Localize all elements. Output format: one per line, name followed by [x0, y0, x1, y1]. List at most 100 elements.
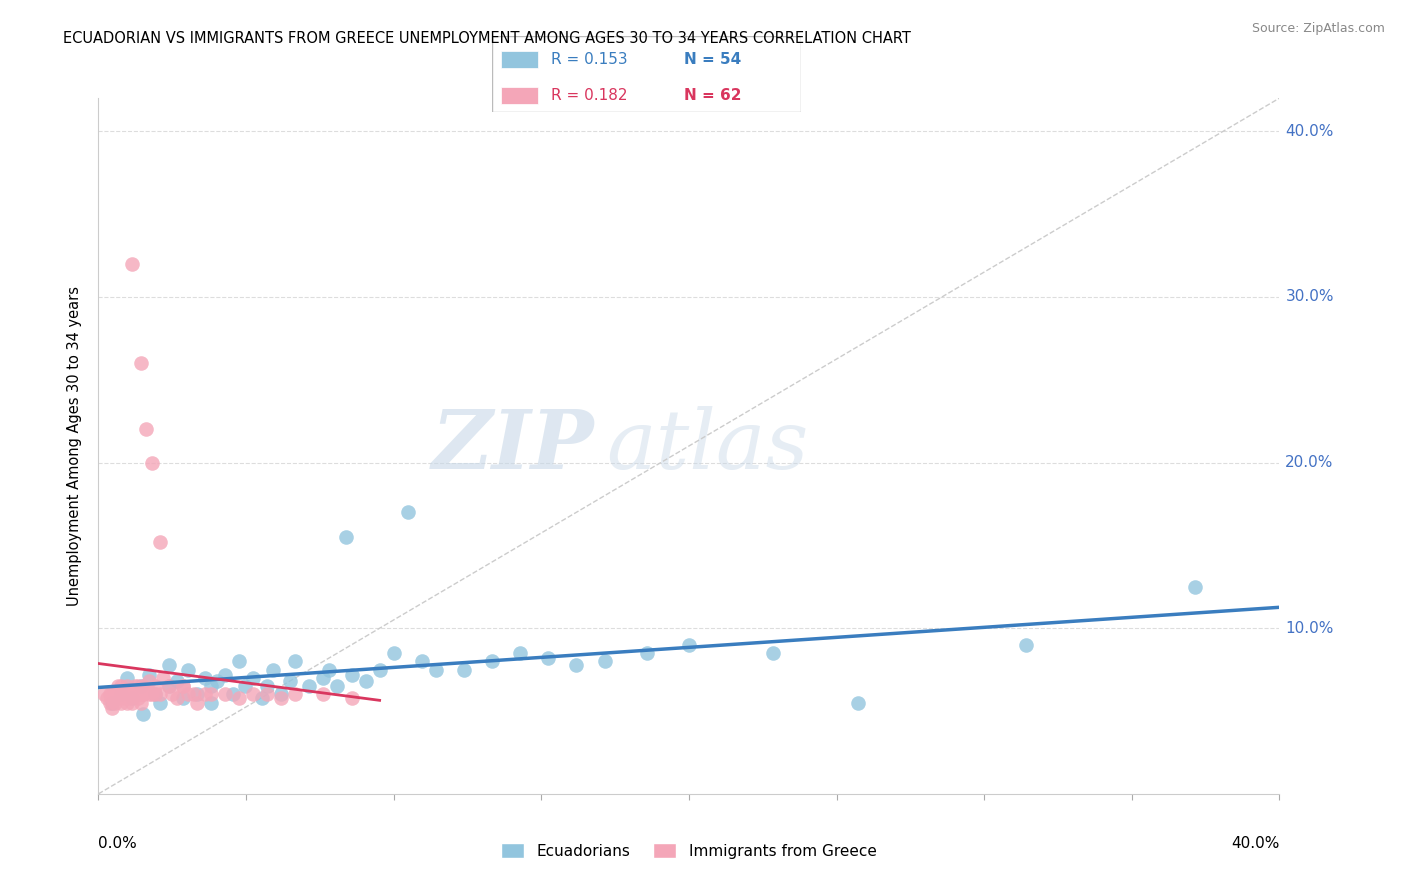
Point [354, 674, 377, 689]
Text: 0.0%: 0.0% [98, 836, 138, 851]
Point [115, 679, 138, 693]
Point [256, 679, 278, 693]
Point [233, 679, 256, 693]
Point [135, 422, 157, 436]
Point [177, 663, 200, 677]
Point [228, 690, 250, 705]
Point [368, 663, 391, 677]
Point [121, 690, 143, 705]
Point [396, 505, 419, 519]
Point [98, 688, 121, 702]
Point [115, 671, 138, 685]
Point [166, 690, 188, 705]
Point [110, 679, 132, 693]
Point [132, 707, 155, 722]
Point [1184, 580, 1206, 594]
Point [157, 679, 180, 693]
Point [115, 696, 138, 710]
FancyBboxPatch shape [492, 36, 801, 112]
Point [481, 654, 503, 668]
Point [132, 679, 155, 693]
Point [284, 688, 307, 702]
Point [537, 651, 560, 665]
Point [205, 674, 228, 689]
Point [121, 257, 143, 271]
Text: Source: ZipAtlas.com: Source: ZipAtlas.com [1251, 22, 1385, 36]
Point [678, 638, 700, 652]
Point [186, 688, 208, 702]
Point [250, 690, 273, 705]
Point [172, 690, 194, 705]
Point [453, 663, 475, 677]
Point [194, 671, 217, 685]
Point [141, 688, 163, 702]
Text: ECUADORIAN VS IMMIGRANTS FROM GREECE UNEMPLOYMENT AMONG AGES 30 TO 34 YEARS CORR: ECUADORIAN VS IMMIGRANTS FROM GREECE UNE… [63, 31, 911, 46]
Point [129, 356, 152, 370]
Point [183, 688, 205, 702]
Point [284, 654, 307, 668]
Point [172, 679, 194, 693]
Point [326, 679, 349, 693]
Point [411, 654, 433, 668]
Point [143, 679, 166, 693]
Point [214, 667, 236, 681]
Point [318, 663, 340, 677]
Point [157, 657, 180, 672]
Point [242, 688, 264, 702]
Point [636, 646, 658, 660]
Point [101, 700, 124, 714]
Point [152, 671, 174, 685]
Point [127, 688, 149, 702]
Point [110, 688, 132, 702]
Point [509, 646, 531, 660]
Point [115, 688, 138, 702]
Point [425, 663, 447, 677]
Point [138, 667, 160, 681]
Point [172, 679, 194, 693]
Point [157, 679, 180, 693]
Point [101, 690, 124, 705]
Text: 10.0%: 10.0% [1285, 621, 1334, 636]
Point [762, 646, 785, 660]
Point [214, 688, 236, 702]
Point [846, 696, 869, 710]
FancyBboxPatch shape [502, 51, 538, 68]
Point [340, 667, 363, 681]
Point [312, 671, 335, 685]
Point [200, 696, 222, 710]
Point [127, 690, 149, 705]
Point [127, 679, 149, 693]
Point [107, 679, 129, 693]
Point [124, 679, 146, 693]
Point [256, 688, 278, 702]
Point [298, 679, 321, 693]
Point [382, 646, 405, 660]
Point [107, 690, 129, 705]
Point [565, 657, 588, 672]
Point [593, 654, 616, 668]
Point [141, 456, 163, 470]
Text: 40.0%: 40.0% [1232, 836, 1279, 851]
Point [335, 530, 357, 544]
Point [132, 688, 155, 702]
Point [242, 671, 264, 685]
Point [96, 690, 118, 705]
Text: N = 62: N = 62 [683, 88, 741, 103]
Point [186, 696, 208, 710]
Point [110, 696, 132, 710]
Point [340, 690, 363, 705]
Point [143, 688, 166, 702]
Text: R = 0.182: R = 0.182 [551, 88, 627, 103]
Point [138, 674, 160, 689]
Point [200, 679, 222, 693]
Point [129, 696, 152, 710]
Point [149, 696, 172, 710]
Point [124, 688, 146, 702]
Text: N = 54: N = 54 [683, 52, 741, 67]
Point [166, 674, 188, 689]
Point [149, 688, 172, 702]
Point [138, 688, 160, 702]
Point [121, 696, 143, 710]
Text: 20.0%: 20.0% [1285, 455, 1334, 470]
Point [118, 688, 141, 702]
